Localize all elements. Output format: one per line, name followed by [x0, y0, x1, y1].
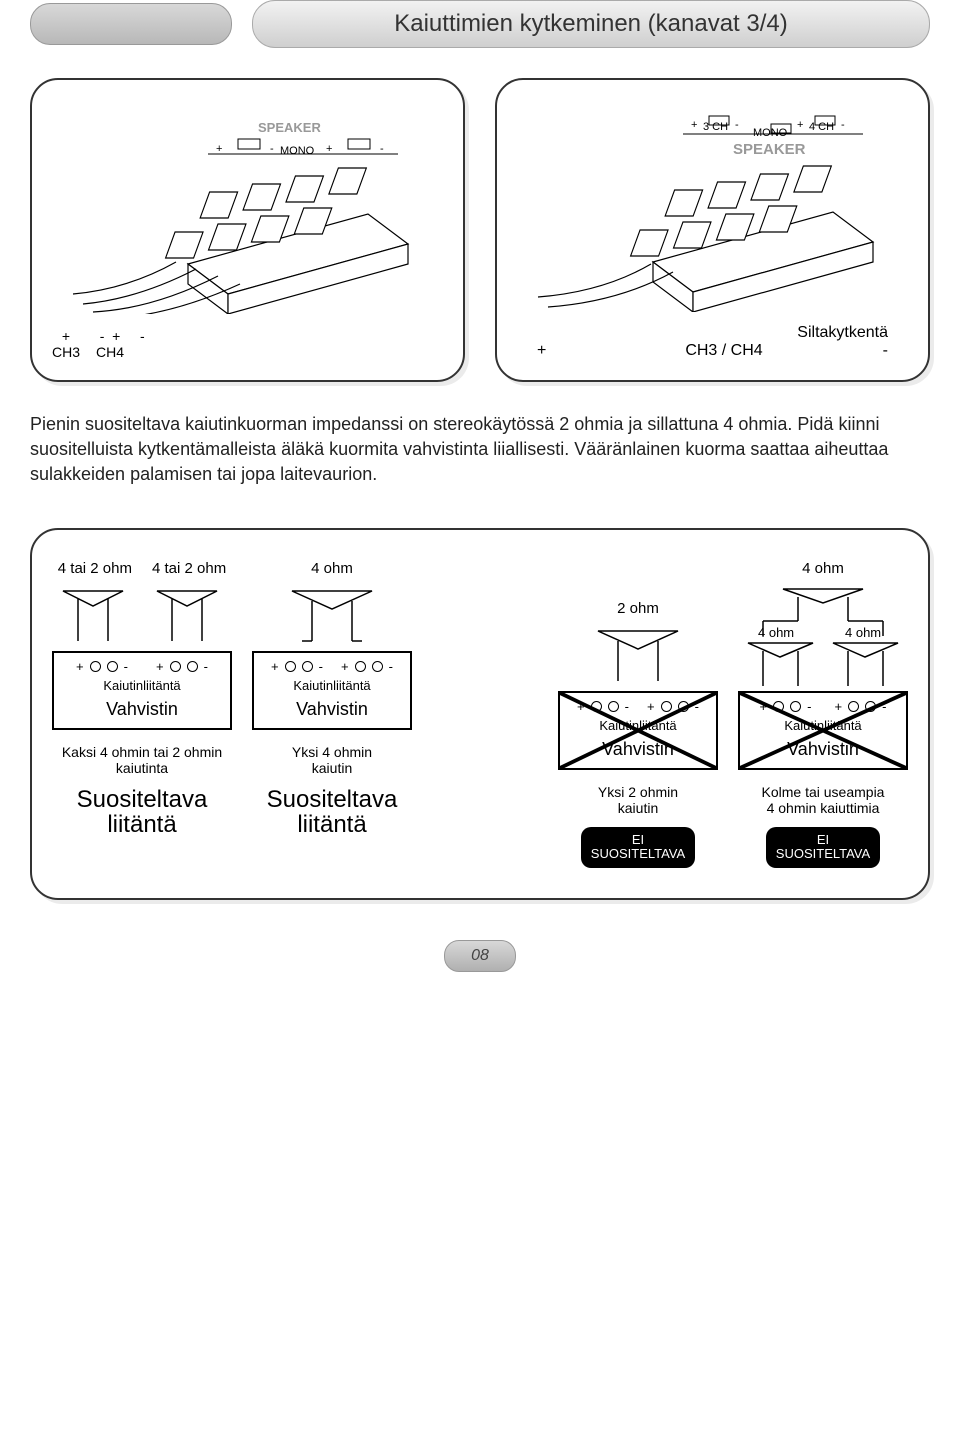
top-diagrams-row: SPEAKER + - MONO + -	[30, 78, 930, 382]
recommended-label: Suositeltava liitäntä	[77, 787, 208, 837]
speaker-icon	[58, 581, 128, 651]
speaker-word: SPEAKER	[258, 120, 321, 135]
page-number: 08	[444, 940, 516, 972]
ohm-label: 4 ohm	[272, 560, 392, 577]
plus: +	[797, 119, 803, 131]
ch4-label: 4 CH	[809, 121, 834, 133]
amplifier-box: +- +- Kaiutinliitäntä Vahvistin	[52, 651, 232, 730]
stereo-labels: + CH3 - + CH4 -	[52, 328, 443, 360]
body-text: Pienin suositeltava kaiutinkuorman imped…	[30, 412, 930, 488]
decorative-pill	[30, 3, 232, 45]
speaker-word: SPEAKER	[733, 141, 806, 158]
amp-title: Kaiutinliitäntä	[62, 678, 222, 693]
not-recommended-badge: EI SUOSITELTAVA	[766, 827, 880, 868]
mono-label: MONO	[280, 145, 315, 157]
plus: +	[112, 328, 120, 344]
amp-title: Kaiutinliitäntä	[262, 678, 402, 693]
speaker-icon	[272, 581, 392, 651]
ch4-label: CH4	[96, 344, 124, 360]
amp-name: Vahvistin	[62, 699, 222, 720]
page-title: Kaiuttimien kytkeminen (kanavat 3/4)	[252, 0, 930, 48]
amp-name: Vahvistin	[262, 699, 402, 720]
minus: -	[140, 328, 145, 344]
header-row: Kaiuttimien kytkeminen (kanavat 3/4)	[30, 0, 930, 48]
config-caption: Kolme tai useampia 4 ohmin kaiuttimia	[762, 784, 885, 818]
plus: +	[62, 328, 70, 344]
speaker-icon	[578, 621, 698, 691]
ch3-label: CH3	[52, 344, 80, 360]
not-recommended-badge: EI SUOSITELTAVA	[581, 827, 695, 868]
ohm-label: 4 tai 2 ohm	[152, 560, 226, 577]
amp-name: Vahvistin	[568, 739, 708, 760]
config-caption: Kaksi 4 ohmin tai 2 ohmin kaiutinta	[62, 744, 222, 778]
minus: -	[100, 328, 105, 344]
config-c: 2 ohm +- +- Kaiutinliitäntä V	[558, 560, 718, 868]
minus: -	[841, 119, 845, 131]
speaker-stack-icon: 4 ohm 4 ohm	[743, 581, 903, 691]
minus: -	[883, 342, 888, 360]
amp-title: Kaiutinliitäntä	[748, 718, 898, 733]
config-a: 4 tai 2 ohm 4 tai 2 ohm	[52, 560, 232, 838]
amplifier-box: +- +- Kaiutinliitäntä Vahvistin	[558, 691, 718, 770]
stereo-diagram-box: SPEAKER + - MONO + -	[30, 78, 465, 382]
amp-title: Kaiutinliitäntä	[568, 718, 708, 733]
ch34-label: CH3 / CH4	[685, 342, 762, 360]
minus: -	[380, 143, 384, 155]
ohm-label: 2 ohm	[617, 600, 659, 617]
bridged-diagram-box: + 3 CH - MONO + 4 CH - SPEAKER	[495, 78, 930, 382]
plus: +	[537, 342, 546, 360]
config-box: 4 tai 2 ohm 4 tai 2 ohm	[30, 528, 930, 900]
speaker-icon	[152, 581, 222, 651]
minus: -	[270, 143, 274, 155]
ohm-label: 4 ohm	[845, 625, 881, 640]
amplifier-box: +- +- Kaiutinliitäntä Vahvistin	[252, 651, 412, 730]
bridged-label: Siltakytkentä	[797, 324, 888, 342]
plus: +	[691, 119, 697, 131]
bridged-labels: + Siltakytkentä CH3 / CH4 -	[517, 324, 908, 360]
config-caption: Yksi 2 ohmin kaiutin	[598, 784, 678, 818]
ohm-label: 4 tai 2 ohm	[58, 560, 132, 577]
bridged-terminal-drawing: + 3 CH - MONO + 4 CH - SPEAKER	[517, 100, 908, 324]
amp-name: Vahvistin	[748, 739, 898, 760]
ch3-label: 3 CH	[703, 121, 728, 133]
ohm-label: 4 ohm	[802, 560, 844, 577]
plus: +	[326, 143, 332, 155]
stereo-terminal-drawing: SPEAKER + - MONO + -	[52, 100, 443, 328]
config-b: 4 ohm +- +-	[252, 560, 412, 838]
ohm-label: 4 ohm	[758, 625, 794, 640]
amplifier-box: +- +- Kaiutinliitäntä Vahvistin	[738, 691, 908, 770]
config-d: 4 ohm	[738, 560, 908, 868]
recommended-label: Suositeltava liitäntä	[267, 787, 398, 837]
minus: -	[735, 119, 739, 131]
config-caption: Yksi 4 ohmin kaiutin	[292, 744, 372, 778]
plus: +	[216, 143, 222, 155]
